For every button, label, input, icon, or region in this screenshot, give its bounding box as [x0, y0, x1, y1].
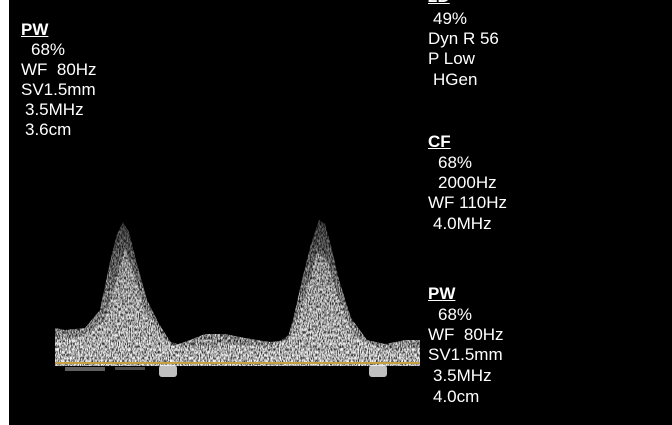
right-2d-dynamic-range: Dyn R 56 [428, 29, 499, 48]
left-pw-frequency: 3.5MHz [25, 100, 84, 119]
left-pw-gain: 68% [31, 40, 66, 59]
right-cf-gain: 68% [438, 153, 473, 172]
right-cf-prf: 2000Hz [438, 173, 497, 192]
right-cf-frequency: 4.0MHz [433, 214, 492, 233]
right-pw-wall-filter: WF 80Hz [428, 325, 504, 344]
left-pw-wall-filter: WF 80Hz [21, 60, 97, 79]
right-2d-header: 2D [428, 0, 450, 6]
right-2d-gain: 49% [433, 9, 468, 28]
right-2d-harmonic: HGen [433, 70, 478, 89]
right-pw-sample-volume: SV1.5mm [428, 345, 503, 364]
reverse-flow-marks [65, 365, 387, 377]
spectral-envelope [55, 220, 420, 366]
right-cf-wall-filter: WF 110Hz [428, 193, 508, 212]
ultrasound-display: PW 68% WF 80Hz SV1.5mm 3.5MHz 3.6cm 2D 4… [9, 0, 672, 425]
doppler-spectrum [55, 220, 420, 377]
left-pw-sample-volume: SV1.5mm [21, 80, 96, 99]
right-cf-header: CF [428, 132, 451, 151]
left-pw-header: PW [21, 20, 49, 39]
right-2d-power: P Low [428, 49, 475, 68]
right-pw-gain: 68% [438, 305, 473, 324]
right-pw-header: PW [428, 284, 456, 303]
left-pw-depth: 3.6cm [25, 120, 72, 139]
right-pw-depth: 4.0cm [433, 387, 480, 406]
right-pw-frequency: 3.5MHz [433, 366, 492, 385]
